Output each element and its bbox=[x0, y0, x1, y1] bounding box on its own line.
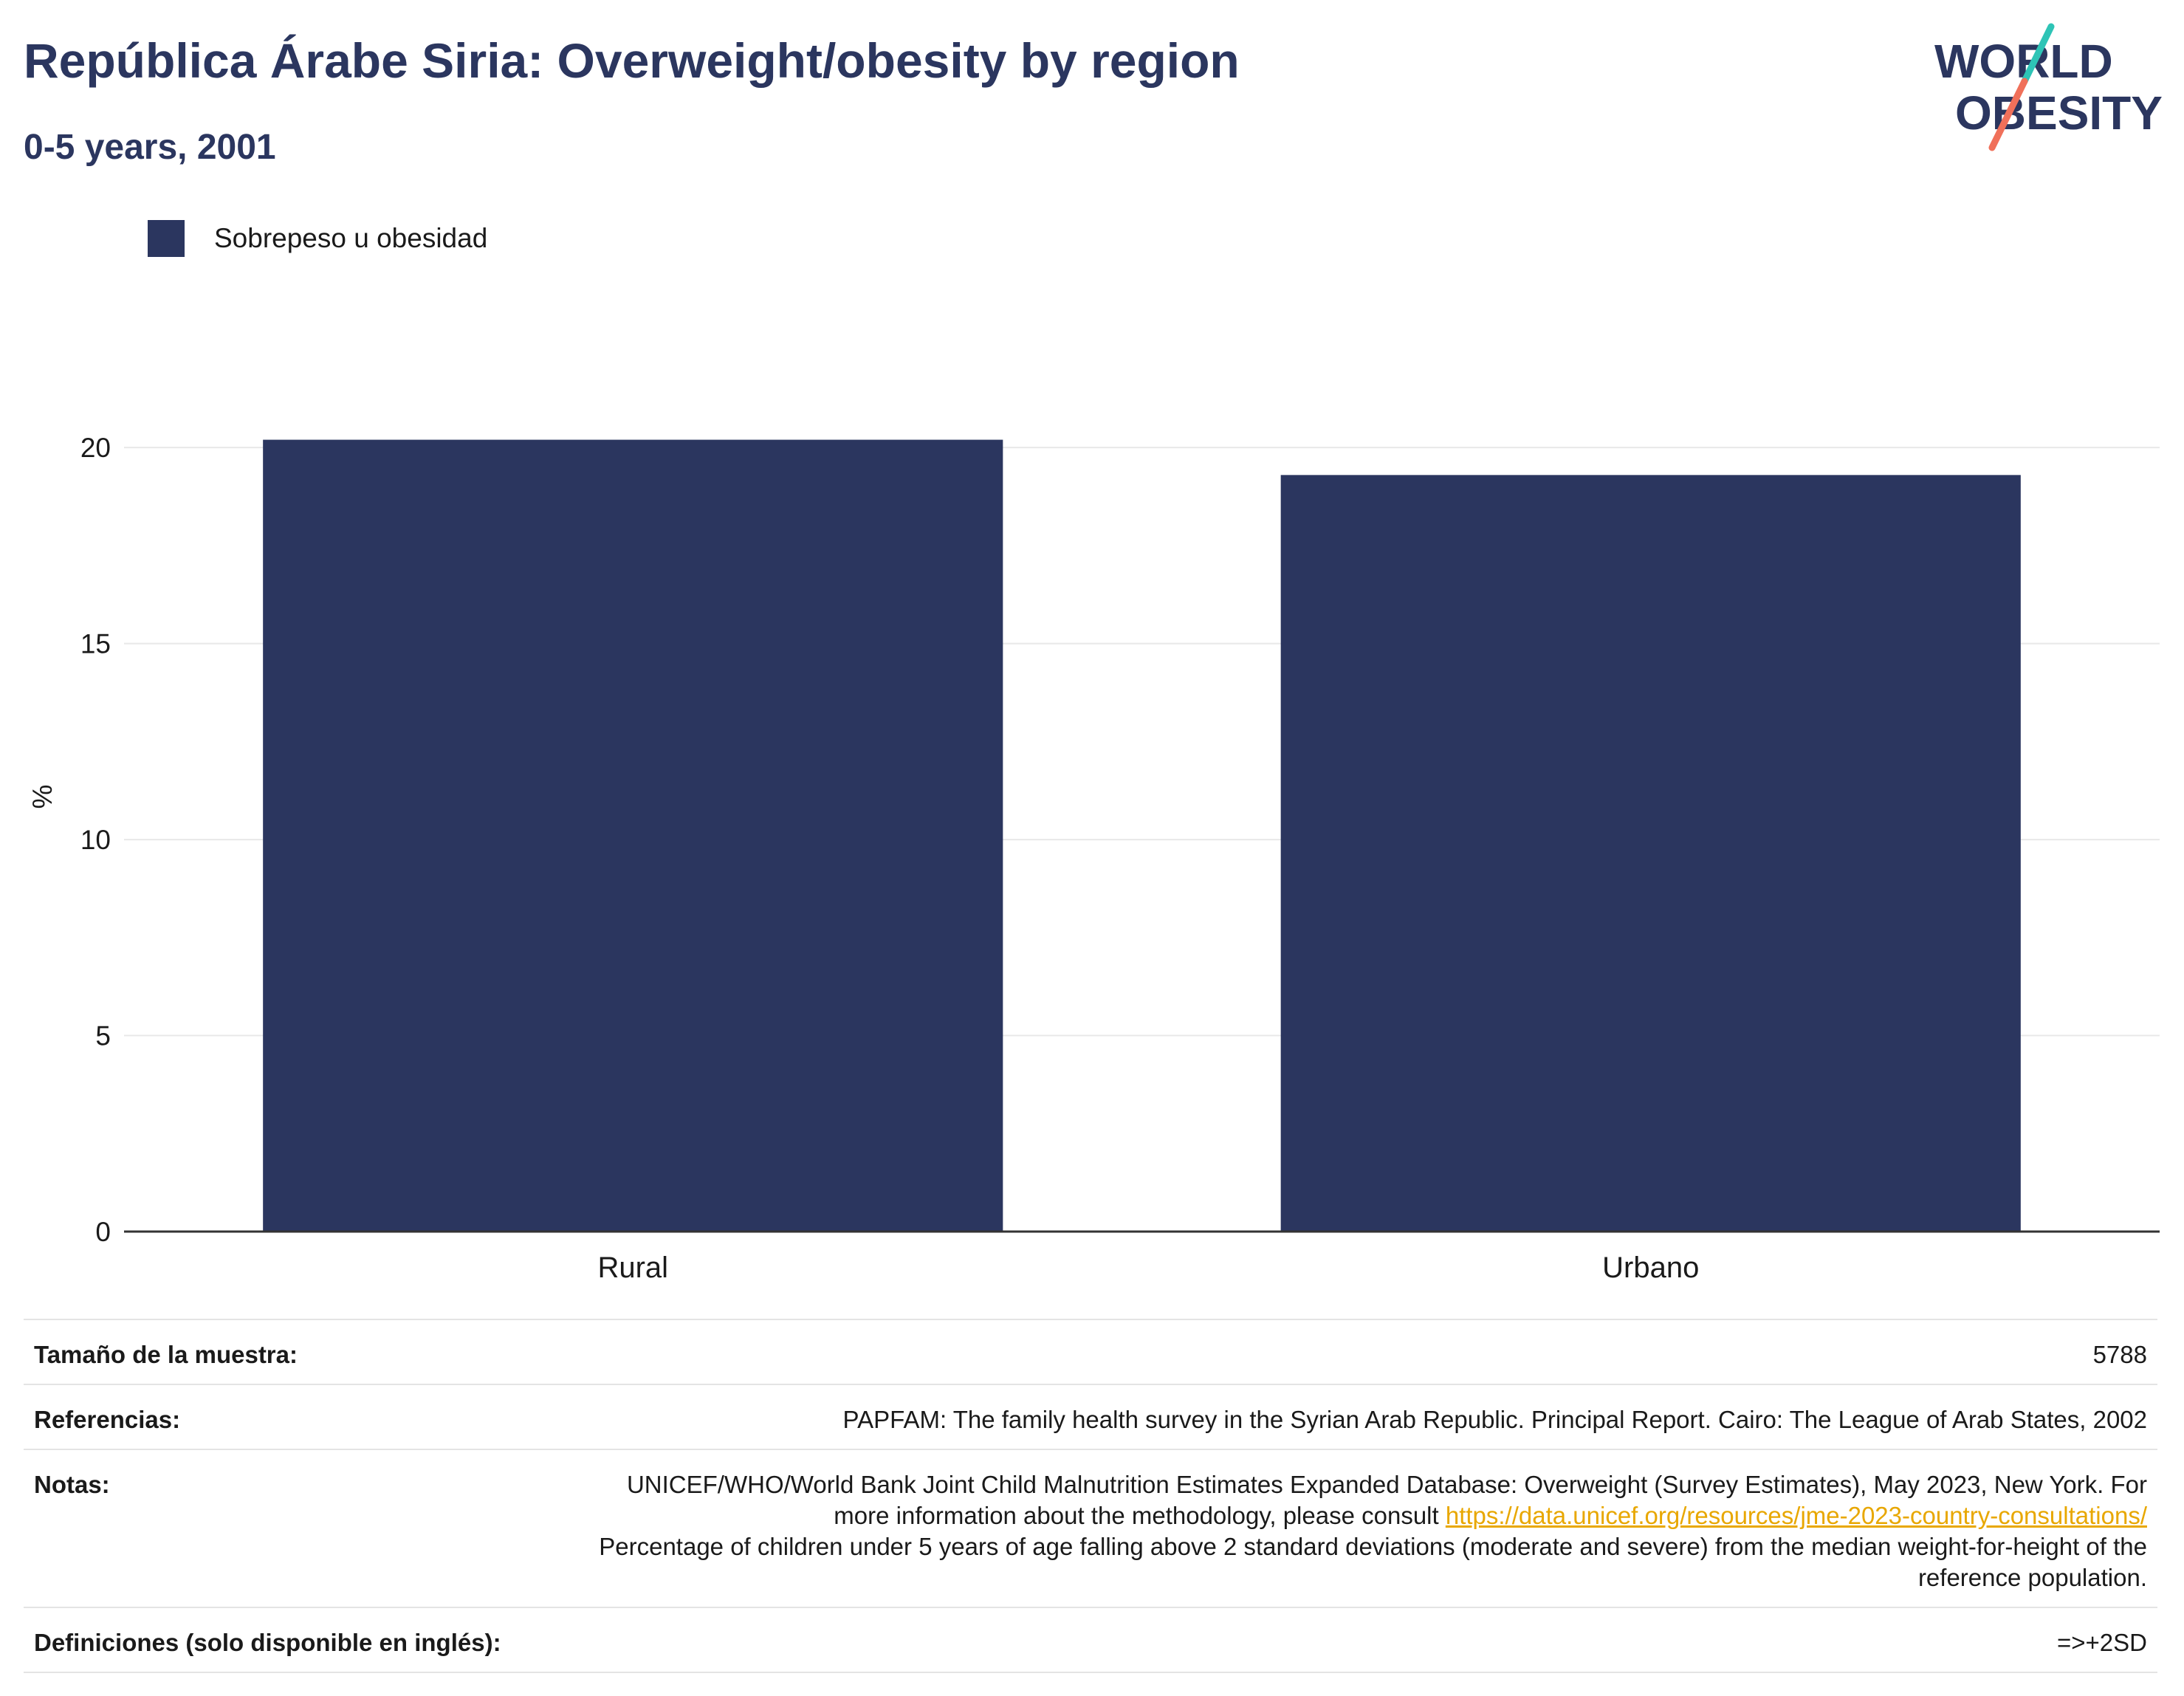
notes-text-2: Percentage of children under 5 years of … bbox=[599, 1533, 2147, 1591]
notes-value: UNICEF/WHO/World Bank Joint Child Malnut… bbox=[597, 1469, 2147, 1593]
y-tick-label: 20 bbox=[80, 433, 111, 463]
logo-slash-coral bbox=[1988, 78, 2028, 151]
definitions-label: Definiciones (solo disponible en inglés)… bbox=[34, 1629, 501, 1656]
legend-swatch bbox=[148, 220, 185, 257]
sample-value: 5788 bbox=[2092, 1341, 2147, 1368]
x-category-labels: Rural Urbano bbox=[597, 1252, 1699, 1284]
references-label: Referencias: bbox=[34, 1406, 181, 1433]
chart-title: República Árabe Siria: Overweight/obesit… bbox=[24, 33, 1240, 88]
x-category-label: Rural bbox=[597, 1252, 668, 1284]
notes-label: Notas: bbox=[34, 1471, 110, 1498]
info-row-references: Referencias: PAPFAM: The family health s… bbox=[24, 1384, 2157, 1449]
world-obesity-logo: WORLD OBESITY bbox=[1934, 23, 2163, 151]
notes-link[interactable]: https://data.unicef.org/resources/jme-20… bbox=[1445, 1502, 2147, 1529]
y-tick-label: 5 bbox=[95, 1021, 111, 1051]
definitions-value: =>+2SD bbox=[2056, 1629, 2147, 1656]
chart-subtitle: 0-5 years, 2001 bbox=[24, 128, 276, 167]
info-row-definitions: Definiciones (solo disponible en inglés)… bbox=[24, 1607, 2157, 1673]
info-row-sample: Tamaño de la muestra: 5788 bbox=[24, 1319, 2157, 1384]
y-axis-label: % bbox=[27, 785, 58, 809]
info-row-notes: Notas: UNICEF/WHO/World Bank Joint Child… bbox=[24, 1449, 2157, 1607]
bars bbox=[263, 439, 2021, 1232]
y-tick-labels: 0 5 10 15 20 bbox=[80, 433, 111, 1247]
x-category-label: Urbano bbox=[1602, 1252, 1699, 1284]
logo-slash-teal bbox=[2021, 23, 2055, 85]
notes-text-1: UNICEF/WHO/World Bank Joint Child Malnut… bbox=[626, 1471, 2147, 1529]
sample-label: Tamaño de la muestra: bbox=[34, 1341, 298, 1368]
references-value: PAPFAM: The family health survey in the … bbox=[842, 1406, 2147, 1433]
bar-chart: 0 5 10 15 20 Rural Urbano % bbox=[27, 433, 2160, 1284]
bar-rural[interactable] bbox=[263, 439, 1003, 1232]
y-tick-label: 0 bbox=[95, 1217, 111, 1247]
legend[interactable]: Sobrepeso u obesidad bbox=[148, 220, 487, 257]
logo-line2: OBESITY bbox=[1955, 86, 2163, 140]
bar-urbano[interactable] bbox=[1280, 475, 2021, 1232]
y-tick-label: 10 bbox=[80, 825, 111, 855]
info-table: Tamaño de la muestra: 5788 Referencias: … bbox=[24, 1319, 2157, 1673]
legend-label: Sobrepeso u obesidad bbox=[214, 223, 488, 253]
y-tick-label: 15 bbox=[80, 629, 111, 659]
